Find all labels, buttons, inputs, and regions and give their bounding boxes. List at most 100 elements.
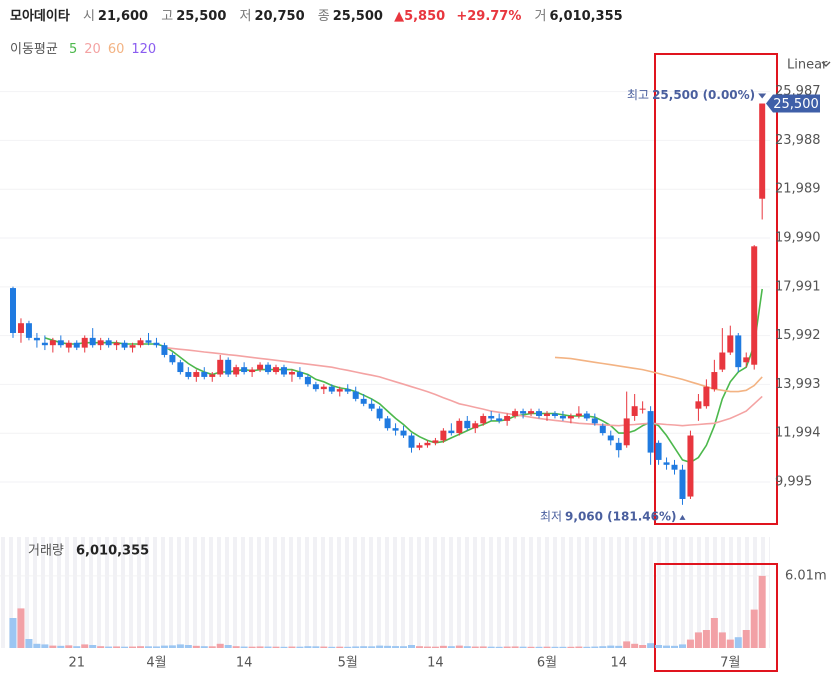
- volume-bar: [280, 646, 288, 648]
- volume-bar: [710, 618, 718, 648]
- candle-body: [424, 442, 431, 446]
- candle-body: [543, 413, 550, 416]
- volume-bar: [503, 646, 511, 648]
- candle-body: [663, 462, 670, 465]
- ma-legend-item[interactable]: 5: [68, 42, 78, 57]
- high-value: 25,500: [176, 9, 227, 24]
- scale-toggle[interactable]: Linear: [787, 58, 828, 73]
- candle-body: [687, 435, 694, 497]
- volume-bar: [97, 646, 105, 648]
- candle-body: [312, 384, 319, 390]
- volume-bar: [423, 646, 431, 648]
- volume-bar: [511, 646, 519, 648]
- candle-body: [520, 411, 527, 414]
- low-value: 20,750: [254, 9, 305, 24]
- change-pct: +29.77%: [456, 9, 522, 24]
- ma-legend-item[interactable]: 20: [84, 42, 101, 57]
- candle-body: [280, 367, 287, 375]
- candle-body: [249, 369, 256, 373]
- volume-bar: [527, 646, 535, 648]
- candle-body: [512, 411, 519, 416]
- volume-bar: [81, 644, 89, 648]
- candle-body: [225, 359, 232, 375]
- candle-body: [376, 408, 383, 419]
- volume-bar: [232, 646, 240, 648]
- volume-bar: [129, 646, 137, 648]
- high-label: 최고: [627, 88, 649, 102]
- low-marker: [679, 514, 686, 520]
- volume-bar: [376, 645, 384, 648]
- high-value: 25,500 (0.00%): [652, 88, 755, 102]
- candle-body: [113, 342, 120, 346]
- volume-bar: [607, 645, 615, 648]
- y-tick-label: 9,995: [775, 475, 812, 490]
- candle-body: [161, 345, 168, 355]
- header: 모아데이타 시 21,600 고 25,500 저 20,750 종 25,500 ▲5…: [10, 5, 626, 24]
- volume-bar: [137, 646, 145, 648]
- volume-label: 거: [534, 9, 547, 24]
- volume-bar: [160, 645, 168, 648]
- candle-body: [504, 415, 511, 421]
- candle-body: [695, 401, 702, 409]
- candle-body: [201, 372, 208, 377]
- volume-bar: [192, 645, 200, 648]
- candle-body: [591, 418, 598, 424]
- volume-bar: [168, 645, 176, 648]
- chevron[interactable]: [821, 61, 831, 67]
- volume-value: 6,010,355: [549, 9, 623, 24]
- volume-bar: [216, 643, 224, 648]
- volume-bar: [296, 646, 304, 648]
- candle-body: [73, 342, 80, 348]
- candle-body: [241, 367, 248, 373]
- volume-bar: [750, 609, 758, 648]
- y-tick-label: 11,994: [775, 426, 821, 441]
- x-tick-label: 14: [236, 656, 253, 671]
- candle-body: [583, 413, 590, 419]
- volume-bar: [272, 646, 280, 648]
- volume-bar: [455, 645, 463, 648]
- ma-legend-item[interactable]: 120: [131, 42, 157, 57]
- candle-body: [121, 342, 128, 348]
- price-tag-label: 25,500: [773, 97, 819, 112]
- high-label: 고: [161, 9, 174, 24]
- candle-body: [655, 442, 662, 460]
- volume-bar: [471, 646, 479, 648]
- volume-bar: [336, 646, 344, 648]
- volume-bar: [264, 646, 272, 648]
- volume-bar: [57, 645, 65, 648]
- volume-bar: [368, 646, 376, 648]
- volume-bar: [463, 646, 471, 648]
- close-value: 25,500: [332, 9, 383, 24]
- candle-body: [320, 386, 327, 390]
- volume-bar: [224, 645, 232, 648]
- y-tick-label: 23,988: [775, 133, 821, 148]
- volume-bar: [200, 646, 208, 648]
- candle-body: [679, 469, 686, 499]
- volume-bar: [543, 646, 551, 648]
- candle-body: [719, 352, 726, 370]
- candle-body: [17, 323, 24, 333]
- volume-total: 6,010,355: [76, 544, 149, 559]
- open-label: 시: [82, 9, 95, 24]
- candle-body: [360, 398, 367, 404]
- high-marker: [758, 93, 767, 99]
- x-tick-label: 14: [610, 656, 627, 671]
- volume-bar: [623, 641, 631, 648]
- volume-bar: [408, 645, 415, 648]
- candle-body: [480, 415, 487, 424]
- volume-bar: [256, 646, 264, 648]
- candle-body: [233, 367, 240, 375]
- volume-bar: [758, 575, 766, 648]
- volume-bar: [113, 646, 121, 648]
- candle-body: [464, 420, 471, 429]
- volume-bar: [25, 639, 33, 648]
- volume-bar: [583, 646, 591, 648]
- change: ▲5,850: [394, 9, 446, 24]
- low-value: 9,060 (181.46%): [565, 509, 676, 523]
- candle-body: [129, 345, 136, 348]
- price-tag: [766, 94, 820, 113]
- candle-body: [599, 425, 606, 434]
- ma-legend-item[interactable]: 60: [107, 42, 125, 57]
- candle-body: [10, 288, 16, 333]
- candle-body: [209, 374, 216, 377]
